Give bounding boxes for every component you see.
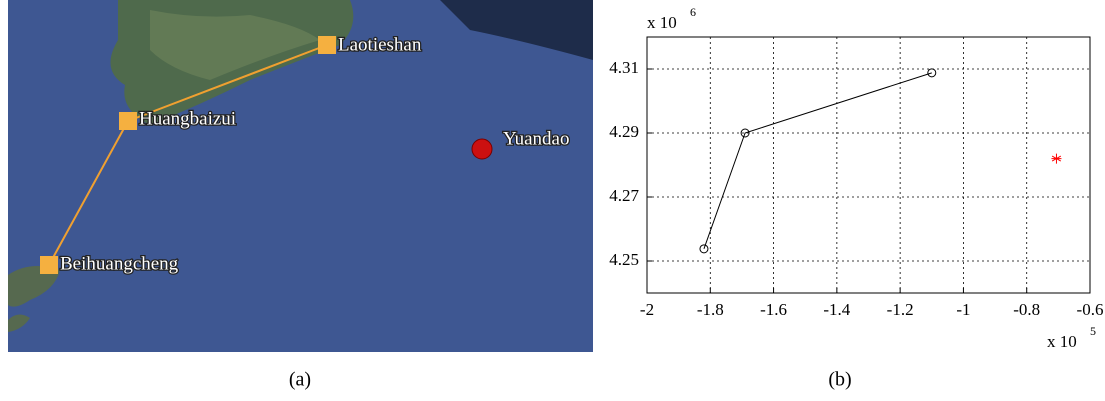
x-multiplier-base: x 10 (1047, 332, 1077, 351)
figure: Laotieshan Huangbaizui Beihuangcheng Yua… (0, 0, 1105, 396)
caption: (b) (828, 369, 851, 391)
x-multiplier-exponent: 5 (1090, 324, 1096, 338)
plot-area (647, 37, 1090, 293)
chart: -2 -1.8 -1.6 -1.4 -1.2 -1 -0.8 -0.6 4.25 4.27 4.29… (609, 5, 1103, 351)
y-multiplier-exponent: 6 (690, 5, 696, 19)
place-label: Huangbaizui (139, 108, 236, 129)
x-tick-label: -1.2 (887, 300, 914, 319)
x-tick-label: -1.4 (823, 300, 850, 319)
target-marker (472, 139, 492, 159)
place-marker (318, 36, 336, 54)
caption: (a) (289, 369, 311, 391)
place-marker (119, 112, 137, 130)
x-tick-label: -2 (640, 300, 654, 319)
y-multiplier-base: x 10 (647, 13, 677, 32)
place-label: Beihuangcheng (60, 253, 179, 274)
place-label: Yuandao (503, 128, 569, 149)
place-label: Laotieshan (338, 34, 422, 55)
place-marker (40, 256, 58, 274)
y-tick-label: 4.27 (609, 186, 639, 205)
x-tick-label: -1.8 (697, 300, 724, 319)
y-tick-label: 4.29 (609, 122, 639, 141)
y-tick-label: 4.31 (609, 58, 639, 77)
x-tick-label: -1.6 (760, 300, 787, 319)
y-tick-label: 4.25 (609, 250, 639, 269)
x-tick-label: -1 (956, 300, 970, 319)
x-tick-label: -0.8 (1013, 300, 1040, 319)
map: Laotieshan Huangbaizui Beihuangcheng Yua… (8, 0, 593, 352)
x-tick-label: -0.6 (1077, 300, 1104, 319)
